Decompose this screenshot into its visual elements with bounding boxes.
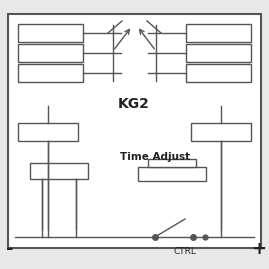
Bar <box>186 24 251 42</box>
Text: KG2: KG2 <box>118 97 150 111</box>
Text: Time Adjust: Time Adjust <box>120 152 190 162</box>
Bar <box>18 24 83 42</box>
Bar <box>138 167 206 181</box>
Bar <box>18 44 83 62</box>
Text: +: + <box>252 240 267 258</box>
Bar <box>191 123 251 141</box>
Bar <box>186 44 251 62</box>
Bar <box>148 159 196 167</box>
Bar <box>18 123 78 141</box>
Text: -: - <box>6 240 14 258</box>
Bar <box>18 64 83 82</box>
Bar <box>8 14 261 248</box>
Text: CTRL: CTRL <box>174 246 196 256</box>
Bar <box>30 163 88 179</box>
Bar <box>186 64 251 82</box>
